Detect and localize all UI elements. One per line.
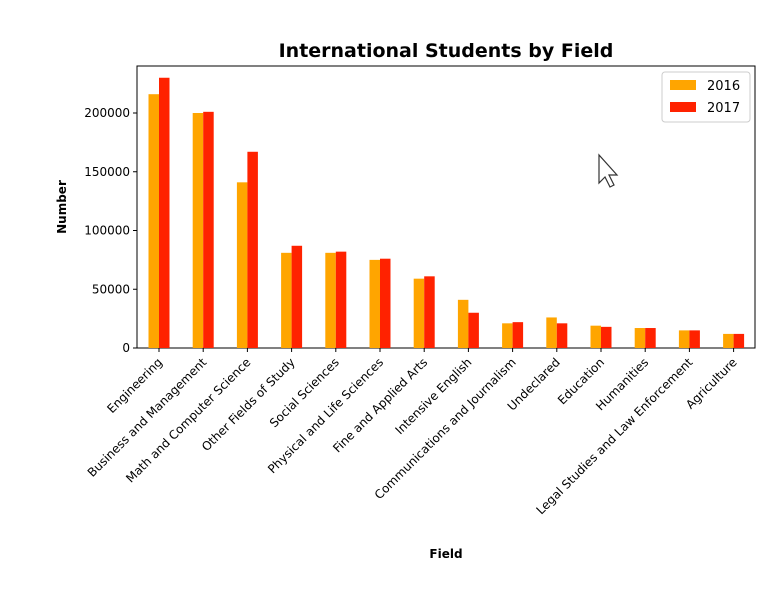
bar-2016-9 — [546, 317, 557, 348]
bar-2016-7 — [457, 299, 469, 348]
bar-2016-12 — [678, 330, 690, 348]
bar-2017-13 — [733, 333, 745, 348]
y-tick-label-4: 200000 — [84, 106, 130, 120]
bar-2017-7 — [468, 312, 479, 348]
x-axis-title: Field — [429, 547, 462, 561]
bar-2016-3 — [281, 252, 292, 348]
bars-group — [148, 77, 745, 348]
bar-2017-0 — [159, 77, 170, 348]
legend-swatch-2017 — [670, 102, 696, 112]
bar-2017-11 — [645, 328, 656, 348]
bar-2017-4 — [335, 251, 347, 348]
legend: 2016 2017 — [661, 71, 751, 123]
y-tick-label-1: 50000 — [92, 282, 130, 296]
bar-2016-8 — [502, 323, 513, 348]
bar-2017-5 — [380, 258, 391, 348]
y-axis-title: Number — [55, 180, 69, 234]
bar-2017-3 — [291, 245, 303, 348]
bar-2016-0 — [148, 94, 159, 348]
bar-2017-6 — [424, 276, 435, 348]
y-tick-label-3: 150000 — [84, 165, 130, 179]
bar-2017-10 — [601, 326, 612, 348]
bar-2016-13 — [723, 333, 734, 348]
bar-2017-9 — [556, 323, 568, 348]
bar-2016-1 — [192, 113, 204, 348]
legend-swatch-2016 — [670, 80, 696, 90]
x-tick-label-12: Legal Studies and Law Enforcement — [533, 355, 695, 517]
legend-label-2016: 2016 — [707, 79, 740, 94]
plot-area-frame — [136, 65, 756, 349]
bar-2017-2 — [247, 151, 258, 348]
y-axis: 0 50000 100000 150000 200000 — [84, 106, 137, 355]
bar-2016-10 — [590, 325, 601, 348]
x-tick-label-7: Intensive English — [392, 355, 474, 437]
bar-2016-2 — [236, 182, 248, 348]
bar-2016-4 — [325, 252, 336, 348]
bar-2017-12 — [689, 330, 700, 348]
bar-2016-11 — [634, 328, 646, 348]
bar-2017-1 — [203, 111, 214, 348]
bar-2016-6 — [413, 278, 425, 348]
mouse-cursor-icon — [598, 153, 619, 188]
bar-2016-5 — [369, 259, 380, 348]
chart-title: International Students by Field — [279, 40, 614, 62]
bar-2017-8 — [512, 322, 524, 348]
y-tick-label-2: 100000 — [84, 224, 130, 238]
legend-label-2017: 2017 — [707, 101, 740, 116]
y-tick-label-0: 0 — [122, 341, 130, 355]
